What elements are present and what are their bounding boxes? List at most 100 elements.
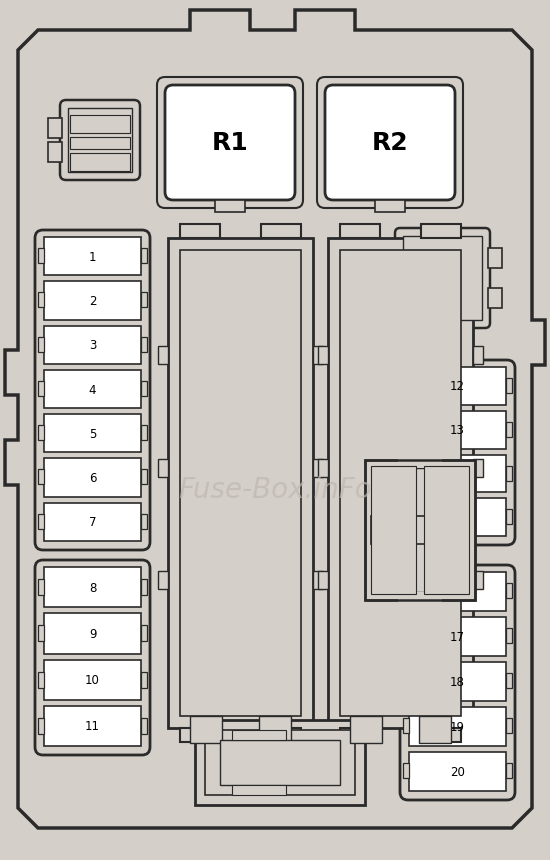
Bar: [371, 466, 416, 594]
Bar: [318, 571, 328, 589]
Bar: [409, 752, 506, 791]
Bar: [48, 142, 62, 162]
Bar: [409, 572, 506, 611]
Bar: [38, 513, 44, 529]
Bar: [44, 458, 141, 497]
Bar: [339, 728, 380, 742]
Bar: [506, 378, 512, 393]
Bar: [403, 509, 409, 525]
Bar: [215, 200, 245, 212]
Bar: [44, 370, 141, 408]
Bar: [409, 367, 506, 405]
Bar: [365, 460, 475, 600]
Bar: [232, 785, 286, 795]
FancyBboxPatch shape: [165, 85, 295, 200]
Bar: [141, 513, 147, 529]
Bar: [141, 625, 147, 642]
Text: 4: 4: [89, 384, 96, 396]
FancyBboxPatch shape: [325, 85, 455, 200]
Text: 9: 9: [89, 628, 96, 641]
FancyBboxPatch shape: [317, 77, 463, 208]
Text: 12: 12: [450, 380, 465, 393]
Bar: [44, 237, 141, 275]
Bar: [409, 617, 506, 656]
Bar: [141, 470, 147, 484]
Bar: [421, 224, 461, 238]
Bar: [506, 421, 512, 437]
Bar: [403, 763, 409, 778]
Text: 18: 18: [450, 676, 465, 689]
Bar: [232, 730, 286, 740]
Bar: [38, 248, 44, 263]
Bar: [44, 613, 141, 654]
Text: 11: 11: [85, 721, 100, 734]
Text: 16: 16: [450, 586, 465, 599]
Bar: [38, 292, 44, 307]
Bar: [506, 763, 512, 778]
Bar: [506, 628, 512, 643]
Bar: [260, 716, 292, 743]
Text: 14: 14: [450, 468, 465, 481]
Bar: [506, 583, 512, 598]
Bar: [419, 716, 451, 743]
Bar: [421, 728, 461, 742]
Bar: [68, 108, 132, 172]
Text: R1: R1: [212, 131, 249, 155]
Bar: [473, 346, 483, 364]
Bar: [38, 381, 44, 396]
Text: 17: 17: [450, 631, 465, 644]
Bar: [350, 716, 382, 743]
Text: 3: 3: [89, 339, 96, 353]
Bar: [70, 153, 130, 171]
Bar: [398, 592, 442, 631]
Bar: [488, 248, 502, 268]
Bar: [403, 673, 409, 688]
Bar: [403, 421, 409, 437]
Text: 20: 20: [450, 766, 465, 779]
Bar: [506, 465, 512, 481]
Bar: [141, 672, 147, 687]
Bar: [313, 346, 323, 364]
Bar: [141, 579, 147, 595]
Text: 2: 2: [89, 295, 96, 308]
Text: Fuse-Box.inFo: Fuse-Box.inFo: [178, 476, 372, 504]
Bar: [48, 118, 62, 138]
Bar: [409, 411, 506, 449]
Bar: [313, 458, 323, 476]
Bar: [44, 706, 141, 746]
Bar: [313, 571, 323, 589]
Bar: [403, 628, 409, 643]
Bar: [409, 498, 506, 536]
Bar: [44, 415, 141, 452]
Bar: [403, 465, 409, 481]
Bar: [398, 429, 442, 468]
Bar: [158, 458, 168, 476]
Bar: [328, 238, 473, 728]
Text: 19: 19: [450, 721, 465, 734]
FancyBboxPatch shape: [35, 560, 150, 755]
Bar: [195, 720, 365, 805]
Bar: [403, 583, 409, 598]
Bar: [409, 454, 506, 492]
Text: 13: 13: [450, 424, 465, 437]
Bar: [375, 200, 405, 212]
Bar: [44, 503, 141, 541]
FancyBboxPatch shape: [395, 228, 490, 328]
Bar: [403, 718, 409, 733]
Bar: [339, 224, 380, 238]
Bar: [38, 625, 44, 642]
Text: 5: 5: [89, 427, 96, 441]
Bar: [506, 673, 512, 688]
Bar: [38, 336, 44, 352]
Bar: [180, 250, 301, 716]
Bar: [190, 716, 222, 743]
Bar: [373, 468, 467, 592]
Bar: [38, 672, 44, 687]
Bar: [70, 137, 130, 149]
Bar: [261, 224, 301, 238]
FancyBboxPatch shape: [400, 360, 515, 545]
Bar: [318, 458, 328, 476]
Bar: [180, 728, 220, 742]
Text: 10: 10: [85, 674, 100, 687]
FancyBboxPatch shape: [35, 230, 150, 550]
